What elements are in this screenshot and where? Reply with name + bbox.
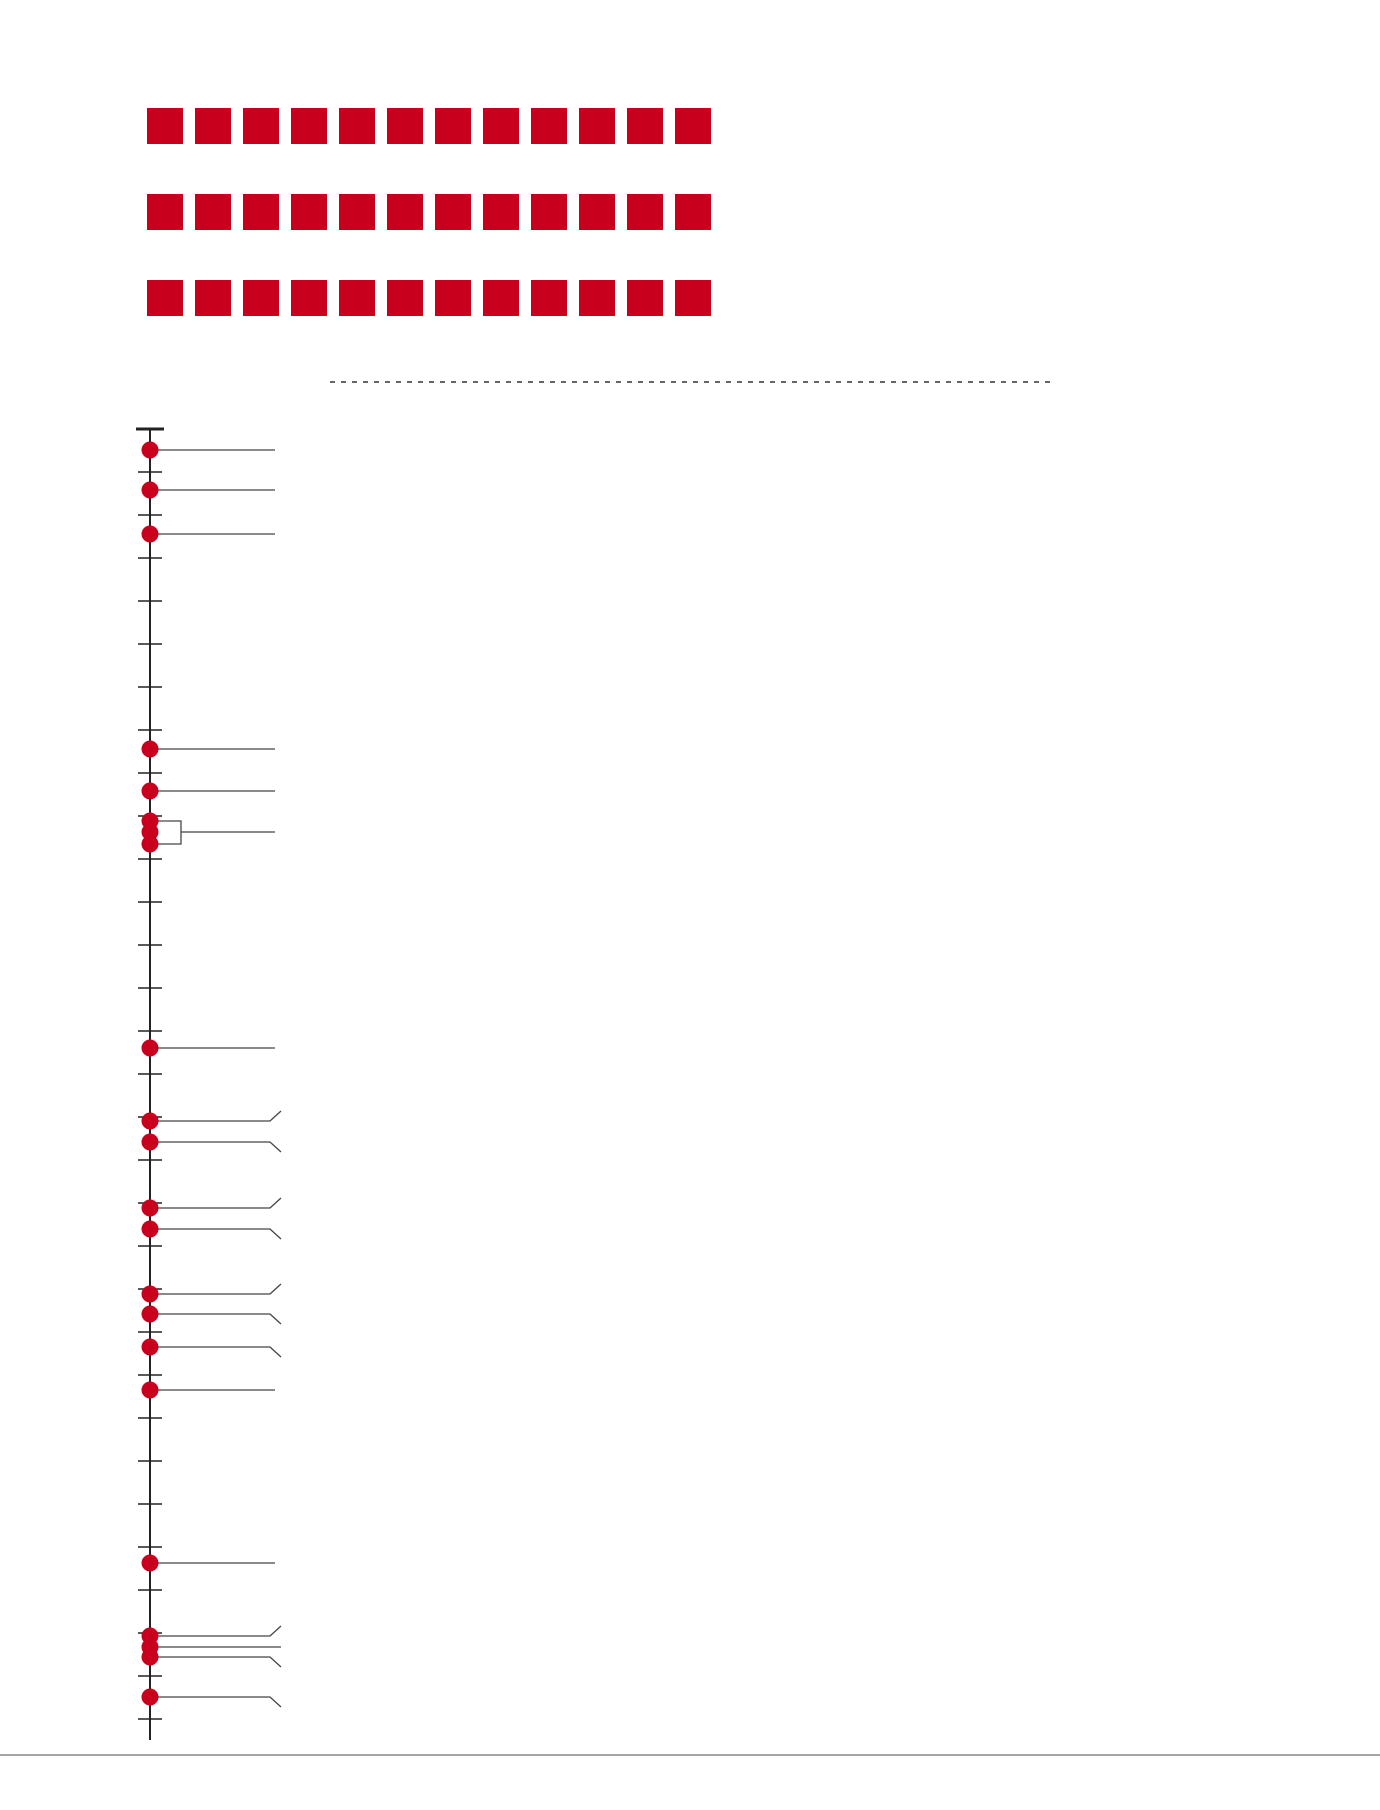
grid-square: [387, 108, 423, 144]
grid-square: [291, 280, 327, 316]
timeline-event-dot: [141, 1039, 159, 1057]
grid-square: [243, 108, 279, 144]
timeline-leader: [150, 1696, 282, 1708]
grid-square: [483, 280, 519, 316]
timeline-event-dot: [141, 823, 159, 841]
grid-square: [195, 280, 231, 316]
timeline-event-dot: [141, 1688, 159, 1706]
grid-square: [147, 280, 183, 316]
timeline-event-dot: [141, 1285, 159, 1303]
grid-square: [243, 194, 279, 230]
grid-square: [435, 194, 471, 230]
grid-square: [387, 194, 423, 230]
grid-square: [435, 280, 471, 316]
timeline-event-dot: [141, 1305, 159, 1323]
timeline-event-dot: [141, 1220, 159, 1238]
timeline-event-dot: [141, 525, 159, 543]
grid-square: [531, 280, 567, 316]
timeline-event-dot: [141, 1338, 159, 1356]
timeline-leader: [150, 1346, 282, 1358]
grid-square: [579, 108, 615, 144]
grid-square: [147, 194, 183, 230]
timeline-leaders: [150, 449, 282, 1708]
grid-square: [339, 194, 375, 230]
grid-square: [675, 108, 711, 144]
grid-square: [195, 194, 231, 230]
timeline-event-dot: [141, 1554, 159, 1572]
grid-square: [531, 194, 567, 230]
grid-square: [195, 108, 231, 144]
timeline-dots: [141, 441, 159, 1706]
timeline-event-dot: [141, 481, 159, 499]
grid-square: [627, 194, 663, 230]
timeline-event-dot: [141, 782, 159, 800]
grid-square: [579, 280, 615, 316]
timeline-event-dot: [141, 835, 159, 853]
timeline-leader: [150, 1110, 282, 1122]
timeline-event-dot: [141, 441, 159, 459]
grid-square: [675, 280, 711, 316]
timeline-leader: [150, 1141, 282, 1153]
timeline-leader: [150, 1625, 282, 1637]
grid-square: [675, 194, 711, 230]
timeline-event-dot: [141, 1381, 159, 1399]
grid-square: [243, 280, 279, 316]
grid-square: [147, 108, 183, 144]
square-grid: [147, 108, 711, 316]
timeline-event-dot: [141, 1112, 159, 1130]
timeline: [136, 427, 282, 1740]
grid-square: [387, 280, 423, 316]
grid-square: [579, 194, 615, 230]
grid-square: [627, 280, 663, 316]
timeline-leader: [150, 1283, 282, 1295]
timeline-event-dot: [141, 740, 159, 758]
grid-square: [339, 280, 375, 316]
grid-square: [531, 108, 567, 144]
grid-square: [627, 108, 663, 144]
timeline-leader: [150, 1228, 282, 1240]
grid-square: [291, 108, 327, 144]
grid-square: [483, 194, 519, 230]
grid-square: [435, 108, 471, 144]
grid-square: [291, 194, 327, 230]
timeline-event-dot: [141, 1648, 159, 1666]
timeline-leader: [150, 1656, 282, 1668]
timeline-leader: [150, 1197, 282, 1209]
timeline-event-dot: [141, 1133, 159, 1151]
timeline-event-dot: [141, 1199, 159, 1217]
grid-square: [339, 108, 375, 144]
timeline-leader: [150, 820, 275, 845]
timeline-leader: [150, 1313, 282, 1325]
grid-square: [483, 108, 519, 144]
